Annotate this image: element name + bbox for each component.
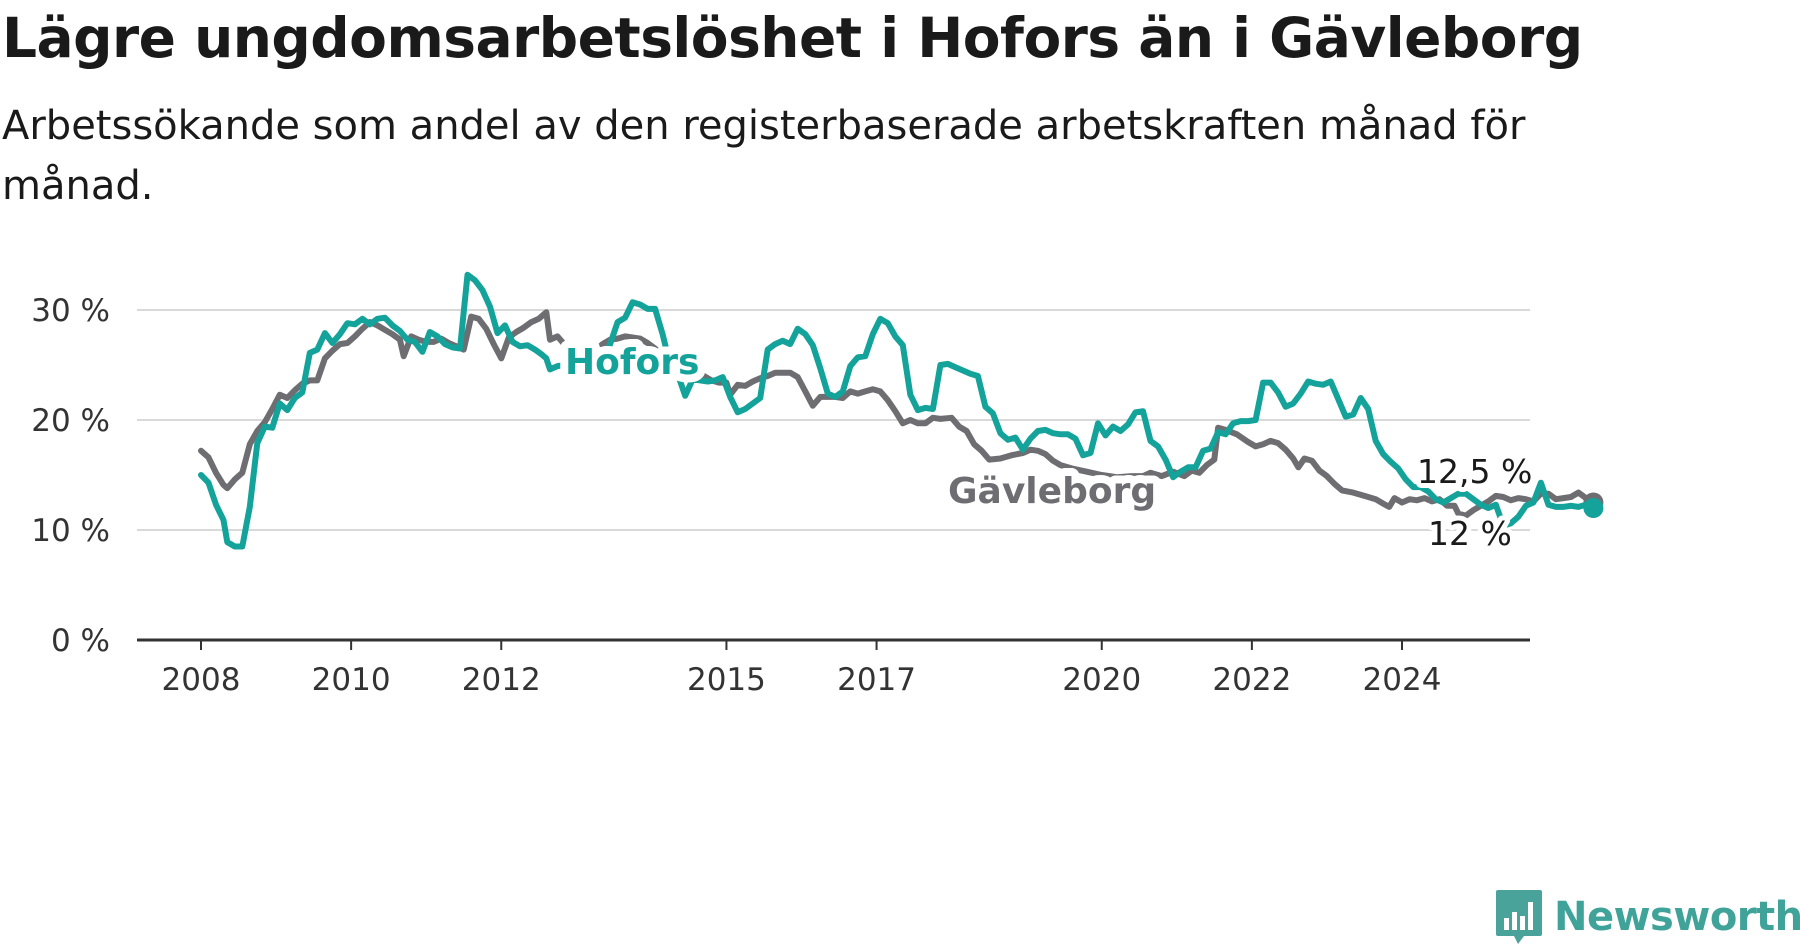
x-tick-label: 2020 [1062,662,1141,698]
chart-subtitle: Arbetssökande som andel av den registerb… [2,103,1526,209]
x-tick-label: 2012 [462,662,541,698]
gridlines [137,309,1530,531]
series-label: Hofors [565,342,699,383]
y-tick-label: 20 % [31,403,110,439]
newsworthy-logo-icon [1496,890,1542,944]
series-line-gvleborg [198,309,1597,519]
chart-title: Lägre ungdomsarbetslöshet i Hofors än i … [2,6,1583,70]
x-tick-label: 2022 [1212,662,1291,698]
y-axis-ticks: 0 % 10 % 20 % 30 % [31,293,110,659]
y-tick-label: 30 % [31,293,110,329]
x-tick-label: 2017 [837,662,916,698]
x-tick-label: 2008 [162,662,241,698]
series-end-point [1583,498,1604,518]
series-line-hofors [198,271,1597,550]
y-tick-label: 10 % [31,513,110,549]
x-tick-label: 2015 [687,662,766,698]
brand: Newsworthy [1494,888,1800,946]
series-labels: Hofors Gävleborg 12,5 % 12 % [557,334,1537,558]
end-value-label: 12 % [1428,514,1512,553]
x-axis: 2008 2010 2012 2015 2017 2020 2022 2024 [137,638,1530,698]
x-tick-label: 2024 [1363,662,1442,698]
y-tick-label: 0 % [51,623,110,659]
brand-name: Newsworthy [1554,894,1800,940]
end-value-label: 12,5 % [1417,452,1532,491]
x-tick-label: 2010 [312,662,391,698]
series-label: Gävleborg [948,471,1156,512]
series-lines [198,271,1604,550]
